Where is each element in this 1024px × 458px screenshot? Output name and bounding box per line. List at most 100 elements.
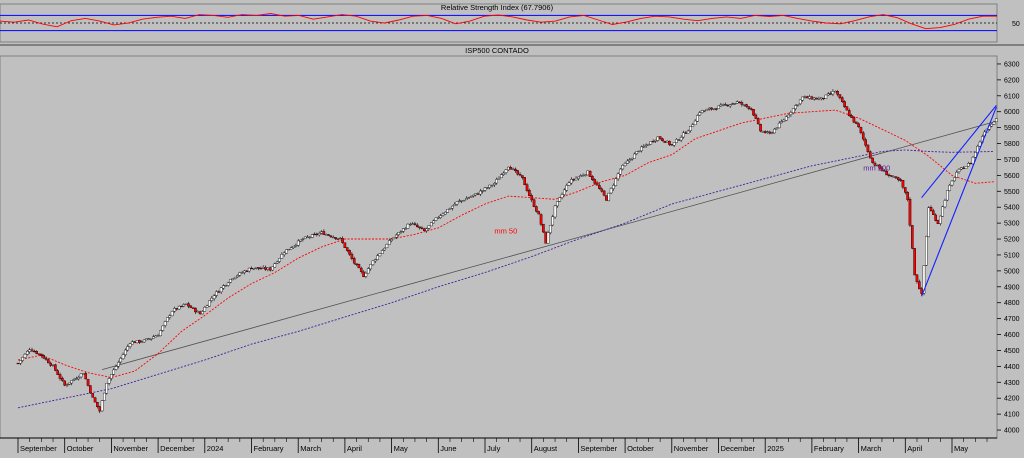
candle-up [712,108,716,110]
candle-down [894,176,898,179]
candle-up [563,189,566,195]
candle-up [927,207,930,237]
candle-up [493,183,496,186]
candle-up [675,139,678,143]
candle-up [672,142,676,146]
candle-up [967,163,970,167]
candle-up [490,184,494,187]
candle-down [756,118,760,125]
candle-down [871,157,874,163]
candle-up [301,238,305,241]
candle-down [668,140,671,145]
candle-up [317,233,321,236]
x-tick-label: December [160,444,195,453]
candle-down [661,138,664,142]
candle-up [612,184,615,189]
candle-down [572,179,576,181]
candle-up [656,136,660,141]
candle-down [313,233,316,236]
candle-down [516,170,519,175]
candle-up [500,174,503,179]
candle-down [537,211,541,215]
candle-up [371,260,375,265]
candle-up [369,264,372,270]
candle-up [271,266,274,271]
candle-up [82,373,85,375]
candle-up [437,217,440,219]
candle-up [644,144,648,147]
candle-down [44,358,48,360]
candle-down [352,258,356,264]
candle-down [934,214,937,221]
candle-up [299,239,302,242]
candle-down [759,124,762,132]
candle-up [551,216,555,226]
candle-up [609,188,613,194]
candle-up [310,234,314,238]
candle-up [394,234,398,238]
candle-down [815,97,818,100]
candle-up [378,253,382,257]
candle-down [30,349,34,352]
candle-up [504,169,508,173]
candle-up [182,304,186,307]
y-tick-label: 4800 [1004,300,1020,307]
candle-up [472,194,475,197]
candle-down [56,370,59,375]
candle-up [105,382,109,394]
candle-down [63,380,66,386]
candle-up [303,236,307,239]
candle-up [429,222,433,227]
candle-up [946,190,949,201]
candle-up [696,115,699,122]
candle-down [217,291,221,293]
candle-up [705,109,709,111]
candle-down [315,233,319,235]
x-tick-label: March [300,444,321,453]
rsi-title: Relative Strength Index (67.7906) [441,3,554,12]
candle-up [275,261,279,264]
candle-up [698,112,702,116]
candle-down [189,305,193,308]
candle-up [971,156,975,165]
candle-down [58,374,62,379]
candle-up [964,166,968,169]
candle-up [507,166,510,171]
candle-up [586,170,590,176]
candle-up [679,137,683,141]
candle-up [159,330,162,337]
candle-up [474,193,477,196]
candle-up [222,285,225,289]
candle-up [511,168,515,170]
candle-down [658,136,662,140]
candle-up [364,272,368,277]
candle-down [245,270,249,272]
candle-down [33,350,36,353]
candle-up [630,158,634,160]
candle-up [682,132,685,138]
x-tick-label: April [347,444,362,453]
candle-down [754,114,758,119]
candle-down [528,190,531,196]
x-tick-label: October [67,444,94,453]
candle-up [145,338,148,341]
candle-up [766,131,769,133]
candle-up [392,237,396,240]
candle-up [801,96,804,101]
candle-up [103,392,106,401]
candle-up [647,144,650,146]
y-tick-label: 4400 [1004,364,1020,371]
candle-up [51,364,55,367]
candle-up [892,176,895,178]
candle-down [887,174,891,176]
candle-up [728,104,732,107]
candle-up [735,101,739,104]
candle-up [453,204,456,206]
candle-down [845,106,849,111]
candle-down [345,247,349,251]
y-tick-label: 5800 [1004,141,1020,148]
candle-up [128,343,132,347]
candle-up [166,317,169,322]
candle-up [623,163,627,166]
candle-down [418,226,421,229]
